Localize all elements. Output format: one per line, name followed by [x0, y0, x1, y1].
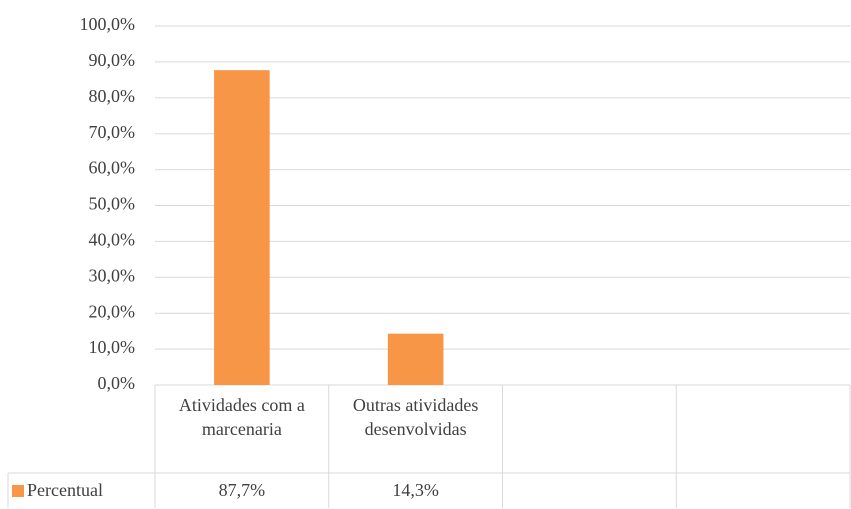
- y-tick-label: 30,0%: [89, 265, 136, 285]
- bar: [214, 70, 270, 386]
- y-tick-label: 20,0%: [89, 301, 136, 321]
- legend-label: Percentual: [27, 480, 103, 500]
- y-tick-label: 80,0%: [89, 86, 136, 106]
- y-tick-label: 70,0%: [89, 122, 136, 142]
- legend-key: [12, 485, 24, 497]
- y-tick-label: 100,0%: [80, 14, 136, 34]
- y-tick-label: 0,0%: [98, 373, 136, 393]
- bar: [387, 333, 444, 385]
- y-tick-label: 50,0%: [89, 194, 136, 214]
- x-tick-label: Atividades com a marcenaria: [178, 395, 305, 439]
- y-tick-label: 40,0%: [89, 230, 136, 250]
- table-value: 87,7%: [219, 480, 266, 500]
- table-value: 14,3%: [392, 480, 439, 500]
- x-tick-label: Outras atividades desenvolvidas: [352, 395, 479, 439]
- y-tick-label: 60,0%: [89, 158, 136, 178]
- y-tick-label: 90,0%: [89, 50, 136, 70]
- y-tick-label: 10,0%: [89, 337, 136, 357]
